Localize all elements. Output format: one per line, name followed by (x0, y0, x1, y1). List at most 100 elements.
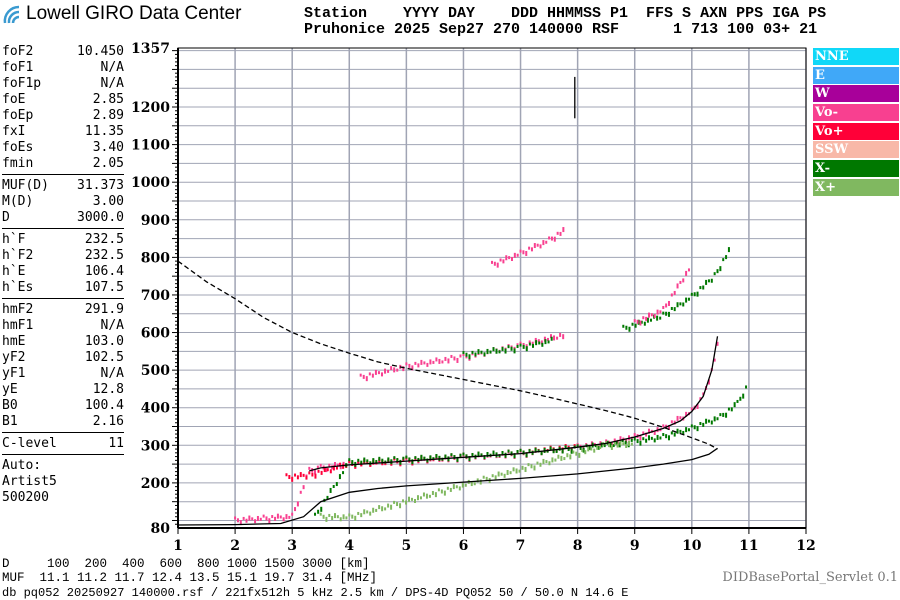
echo-point (716, 341, 719, 346)
echo-point (527, 463, 530, 467)
servlet-label: DIDBasePortal_Servlet 0.1 (722, 570, 898, 585)
echo-point (633, 433, 636, 437)
echo-point (545, 240, 548, 244)
echo-point (536, 461, 539, 465)
y-tick-label: 900 (141, 213, 170, 229)
x-tick-label: 8 (573, 538, 583, 554)
echo-point (314, 512, 317, 516)
station-header: Station YYYY DAY DDD HHMMSS P1 FFS S AXN… (304, 6, 826, 38)
echo-point (393, 367, 396, 373)
echo-point (716, 269, 719, 274)
echo-point (556, 231, 559, 235)
echo-point (670, 293, 673, 297)
echo-point (256, 515, 259, 521)
param-value: 232.5 (84, 248, 124, 263)
param-value: 3.40 (92, 140, 124, 155)
echo-point (402, 456, 405, 460)
echo-point (659, 436, 662, 440)
echo-point (308, 471, 311, 475)
echo-point (470, 481, 473, 487)
echo-point (479, 479, 482, 485)
echo-point (525, 346, 528, 352)
echo-point (426, 458, 429, 463)
echo-point (518, 469, 521, 473)
echo-point (411, 459, 414, 465)
echo-point (363, 509, 366, 515)
param-name: MUF(D) (2, 178, 49, 193)
echo-point (329, 487, 332, 493)
echo-point (462, 452, 465, 456)
echo-point (279, 515, 282, 519)
echo-point (335, 466, 338, 470)
echo-point (474, 352, 477, 357)
echo-point (707, 379, 710, 385)
echo-point (234, 516, 237, 520)
echo-point (699, 422, 702, 426)
echo-point (630, 442, 633, 446)
echo-point (557, 454, 560, 459)
echo-point (630, 438, 633, 442)
echo-point (396, 502, 399, 507)
echo-point (563, 457, 566, 461)
echo-point (690, 292, 693, 296)
echo-point (725, 412, 728, 418)
echo-point (477, 451, 480, 457)
param-name: fmin (2, 156, 34, 171)
echo-point (538, 341, 541, 345)
echo-point (339, 517, 342, 522)
echo-point (653, 313, 656, 318)
echo-point (676, 283, 679, 289)
db-info: db pq052 20250927 140000.rsf / 221fx512h… (2, 586, 629, 600)
echo-point (670, 306, 673, 310)
echo-point (582, 447, 585, 453)
echo-point (285, 514, 288, 520)
param-value: 291.9 (84, 302, 124, 317)
echo-point (402, 366, 405, 372)
echo-point (485, 476, 488, 481)
echo-point (522, 250, 525, 255)
echo-point (455, 485, 458, 489)
echo-point (603, 444, 606, 448)
echo-point (512, 467, 515, 472)
echo-point (274, 516, 277, 521)
param-value: 232.5 (84, 232, 124, 247)
echo-point (325, 467, 328, 473)
echo-point (489, 350, 492, 354)
echo-point (468, 456, 471, 462)
echo-point (339, 462, 342, 467)
echo-point (408, 363, 411, 368)
echo-point (322, 514, 325, 519)
y-tick-label: 600 (141, 326, 170, 342)
echo-point (319, 512, 322, 516)
echo-point (662, 311, 665, 315)
param-row: hmF2 291.9 (2, 302, 124, 318)
echo-point (685, 297, 688, 303)
echo-point (396, 458, 399, 463)
x-tick-label: 6 (459, 538, 469, 554)
echo-point (640, 320, 643, 324)
echo-point (705, 418, 708, 424)
echo-point (375, 508, 378, 512)
echo-point (458, 486, 461, 491)
echo-point (316, 465, 319, 469)
echo-point (642, 431, 645, 435)
echo-point (348, 513, 351, 517)
echo-point (547, 340, 550, 344)
echo-point (659, 310, 662, 314)
echo-point (360, 513, 363, 518)
param-name: M(D) (2, 194, 34, 209)
echo-point (702, 285, 705, 290)
echo-point (319, 463, 322, 467)
muf-row: MUF 11.1 11.2 11.7 12.4 13.5 15.1 19.7 3… (2, 571, 378, 585)
echo-point (621, 438, 624, 442)
echo-point (329, 469, 332, 474)
echo-point (679, 429, 682, 433)
echo-point (519, 341, 522, 345)
echo-point (645, 438, 648, 443)
echo-point (612, 444, 615, 448)
echo-point (342, 514, 345, 520)
echo-point (325, 516, 328, 522)
echo-point (503, 473, 506, 478)
echo-point (540, 340, 543, 345)
echo-point (633, 319, 636, 323)
